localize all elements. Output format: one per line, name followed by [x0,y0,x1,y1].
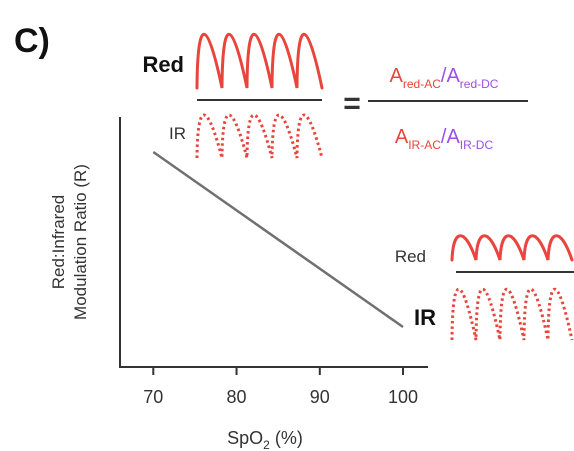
series-line-0 [152,150,404,329]
x-tick-label-90: 90 [310,387,330,407]
x-tick-label-70: 70 [143,387,163,407]
axes: 70 80 90 100 [119,117,428,407]
denominator-purple-sub: IR-DC [460,138,494,152]
bottom-inset-red-label: Red [395,247,426,266]
numerator-slash: / [441,65,447,87]
y-axis-label-line2: Modulation Ratio (R) [71,164,90,320]
bottom-inset-ir-label: IR [414,305,436,330]
top-inset-ir-label: IR [169,124,186,143]
panel-label: C) [14,22,50,60]
numerator-red-a: A [390,65,404,87]
x-axis-label-base: SpO [227,428,263,448]
numerator-red-sub: red-AC [403,77,441,91]
y-axis-label-line1: Red:Infrared [49,195,68,290]
x-ticks: 70 80 90 100 [143,367,418,407]
bottom-inset: Red IR [395,234,574,341]
x-tick-label-80: 80 [227,387,247,407]
top-inset-red-label: Red [142,52,184,77]
numerator-purple-sub: red-DC [460,77,499,91]
series-group [152,150,404,329]
numerator-purple-a: A [446,65,460,87]
formula-numerator: Ared-AC/Ared-DC [390,65,499,91]
y-axis-label: Red:Infrared Modulation Ratio (R) [49,164,90,320]
top-ir-waveform [195,113,324,159]
top-inset: Red IR [142,32,324,159]
formula: Ared-AC/Ared-DC AIR-AC/AIR-DC [368,65,528,152]
denominator-slash: / [441,126,447,148]
bottom-red-waveform [450,234,574,262]
x-axis-label-unit: (%) [270,428,303,448]
top-red-waveform [195,32,324,90]
denominator-red-sub: IR-AC [408,138,441,152]
x-axis-label-sub: 2 [263,438,270,451]
denominator-purple-a: A [446,126,460,148]
formula-denominator: AIR-AC/AIR-DC [395,126,494,152]
x-axis-label: SpO2 (%) [227,428,303,451]
denominator-red-a: A [395,126,409,148]
bottom-ir-waveform [450,287,574,341]
x-tick-label-100: 100 [388,387,418,407]
equals-sign: = [343,87,361,120]
